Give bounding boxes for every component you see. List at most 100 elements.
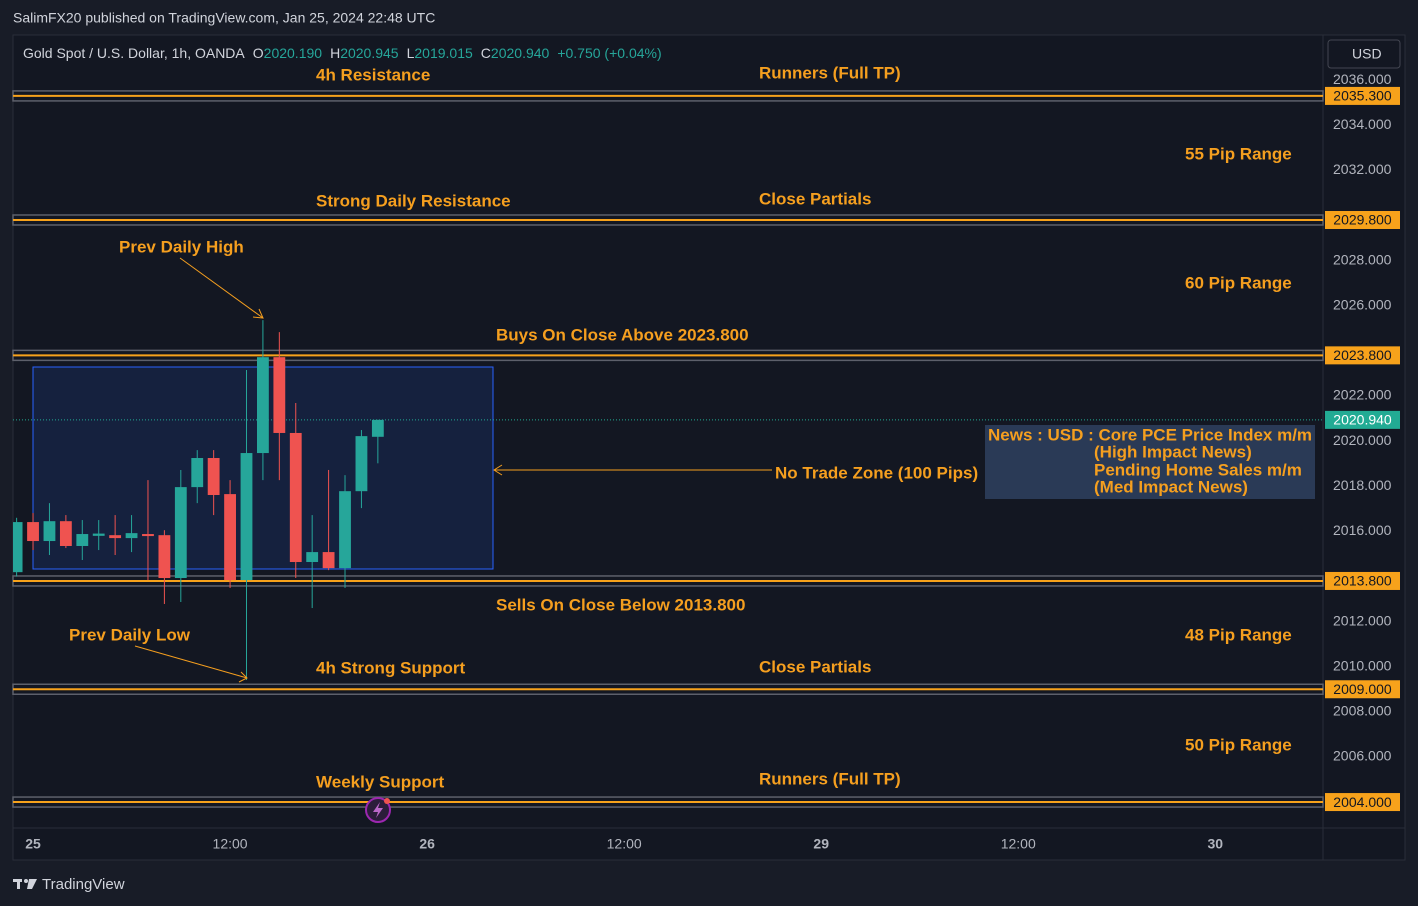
y-tick-label: 2020.000 — [1333, 432, 1392, 448]
arrows — [134, 257, 772, 683]
arrow-head — [493, 464, 503, 476]
chart-pane — [12, 90, 1324, 808]
candle-body — [158, 535, 171, 579]
candle-body — [207, 458, 220, 496]
arrow — [179, 257, 264, 319]
level-label: 2013.800 — [1333, 573, 1392, 589]
candle-body — [13, 522, 23, 573]
x-tick-label: 26 — [419, 836, 435, 852]
x-tick-label: 12:00 — [607, 836, 642, 852]
x-tick-label: 12:00 — [1001, 836, 1036, 852]
level-badge — [1325, 680, 1400, 699]
level-label: 2035.300 — [1333, 88, 1392, 104]
annotation: Runners (Full TP) — [759, 63, 901, 82]
legend: Gold Spot / U.S. Dollar, 1h, OANDA O2020.… — [23, 45, 662, 61]
logo-text: TradingView — [42, 876, 125, 893]
annotation: 60 Pip Range — [1185, 273, 1292, 292]
arrow-head — [238, 671, 248, 683]
candle-body — [43, 521, 56, 542]
annotation: Weekly Support — [316, 772, 444, 791]
ohlc-key: H — [330, 45, 340, 61]
y-tick-label: 2034.000 — [1333, 116, 1392, 132]
candle-body — [174, 487, 187, 579]
candle-body — [27, 522, 39, 542]
candle-body — [339, 491, 351, 569]
news-box — [985, 425, 1315, 499]
ohlc-key: L — [407, 45, 415, 61]
y-tick-label: 2006.000 — [1333, 748, 1392, 764]
ohlc-value: 2019.015 — [414, 45, 473, 61]
level-label: 2009.000 — [1333, 681, 1392, 697]
x-tick-label: 25 — [25, 836, 41, 852]
y-tick-label: 2010.000 — [1333, 657, 1392, 673]
candle-body — [355, 436, 368, 492]
level-label: 2004.000 — [1333, 794, 1392, 810]
y-tick-label: 2022.000 — [1333, 387, 1392, 403]
annotation: Prev Daily Low — [69, 625, 191, 644]
annotation: Close Partials — [759, 189, 871, 208]
ohlc-value: 2020.190 — [264, 45, 323, 61]
currency-label[interactable]: USD — [1352, 46, 1382, 62]
candle-body — [125, 533, 138, 539]
candle-body — [76, 534, 89, 546]
y-tick-label: 2016.000 — [1333, 522, 1392, 538]
y-tick-label: 2008.000 — [1333, 703, 1392, 719]
ohlc-key: C — [481, 45, 491, 61]
level-badge — [1325, 86, 1400, 105]
arrow-head — [252, 308, 264, 319]
logo-shape — [17, 879, 20, 889]
candle-body — [257, 357, 269, 454]
level-label: 2023.800 — [1333, 347, 1392, 363]
annotation: Close Partials — [759, 657, 871, 676]
ohlc-value: 2020.945 — [340, 45, 399, 61]
annotation: 50 Pip Range — [1185, 735, 1292, 754]
currency-button[interactable] — [1327, 39, 1401, 69]
logo: TradingView — [13, 876, 125, 893]
annotation: 48 Pip Range — [1185, 625, 1292, 644]
annotation: Prev Daily High — [119, 237, 244, 256]
logo-shape — [27, 879, 37, 889]
candle-body — [109, 535, 122, 539]
y-tick-label: 2026.000 — [1333, 296, 1392, 312]
annotation: 4h Resistance — [316, 65, 430, 84]
candle-body — [142, 534, 154, 537]
arrow — [134, 645, 248, 679]
last-price-label: 2020.940 — [1333, 412, 1392, 428]
news-line: (Med Impact News) — [1094, 477, 1248, 496]
symbol-title: Gold Spot / U.S. Dollar, 1h, OANDA — [23, 45, 245, 61]
logo-shape — [24, 879, 28, 883]
y-tick-label: 2032.000 — [1333, 161, 1392, 177]
last-price-badge — [1325, 410, 1400, 429]
x-tick-label: 29 — [813, 836, 829, 852]
level-badge — [1325, 571, 1400, 590]
annotation: Strong Daily Resistance — [316, 191, 511, 210]
candle-body — [59, 521, 72, 546]
annotation: Buys On Close Above 2023.800 — [496, 325, 749, 344]
candle-body — [92, 533, 105, 536]
candle-body — [240, 453, 253, 581]
y-tick-label: 2012.000 — [1333, 612, 1392, 628]
ohlc-value: 2020.940 — [491, 45, 550, 61]
level-label: 2029.800 — [1333, 212, 1392, 228]
candle-body — [371, 419, 384, 437]
candle-body — [273, 357, 286, 433]
level-badge — [1325, 793, 1400, 812]
level-badge — [1325, 210, 1400, 229]
annotation: 4h Strong Support — [316, 658, 466, 677]
x-tick-label: 30 — [1207, 836, 1223, 852]
y-tick-label: 2018.000 — [1333, 477, 1392, 493]
y-tick-label: 2028.000 — [1333, 251, 1392, 267]
annotation: Runners (Full TP) — [759, 769, 901, 788]
candle-body — [289, 432, 302, 563]
news-line: News : USD : Core PCE Price Index m/m — [988, 425, 1312, 444]
news-line: Pending Home Sales m/m — [1094, 460, 1302, 479]
y-tick-label: 2036.000 — [1333, 71, 1392, 87]
candle-body — [306, 552, 319, 563]
news-line: (High Impact News) — [1094, 442, 1252, 461]
annotation: 55 Pip Range — [1185, 144, 1292, 163]
candle-body — [322, 552, 335, 569]
ohlc-key: O — [253, 45, 264, 61]
x-tick-label: 12:00 — [213, 836, 248, 852]
